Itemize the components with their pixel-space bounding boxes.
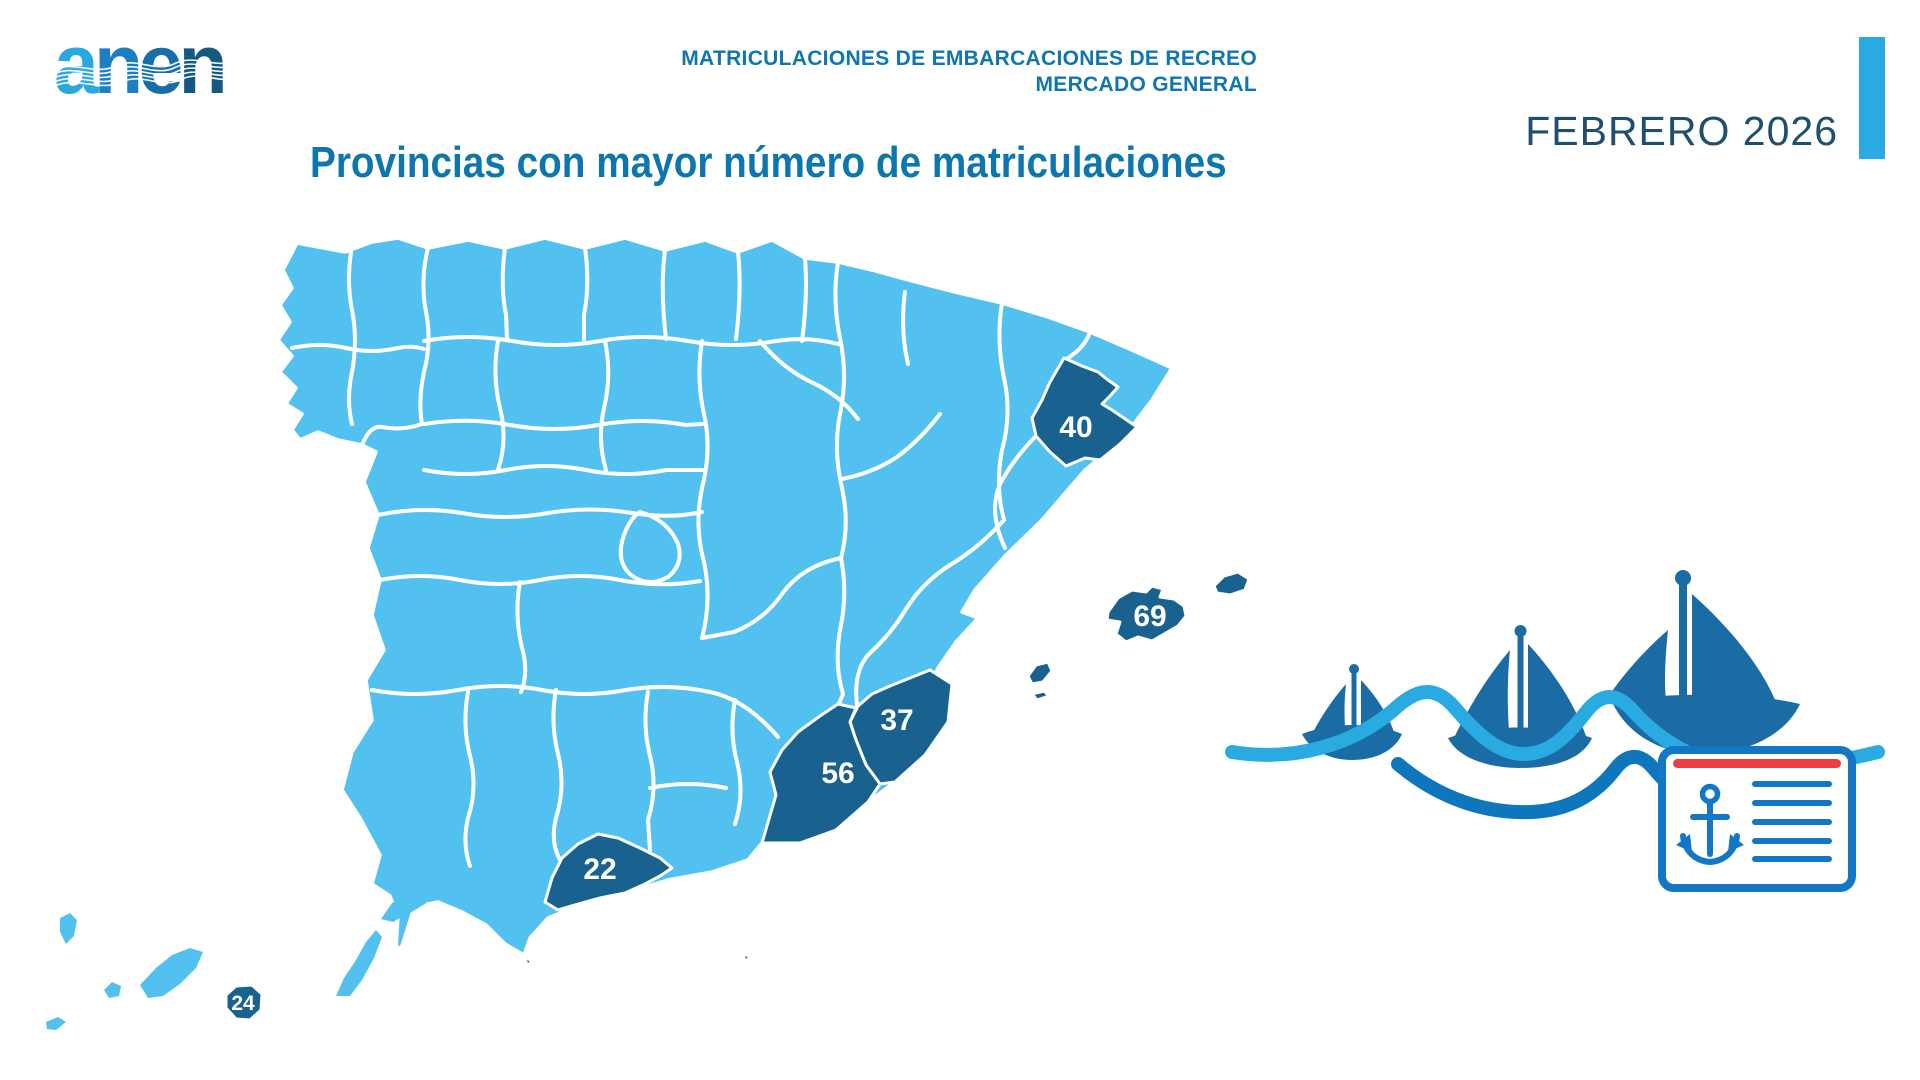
accent-bar xyxy=(1859,37,1885,159)
territory-ceuta xyxy=(522,956,534,968)
province-murcia xyxy=(760,702,882,845)
sailboat-medium-icon xyxy=(1448,625,1592,768)
card-red-bar xyxy=(1673,759,1841,768)
island-la-gomera xyxy=(104,982,121,998)
value-label-malaga: 22 xyxy=(583,853,616,886)
header-line-2: MERCADO GENERAL xyxy=(1035,73,1257,96)
card-text-lines xyxy=(1752,781,1832,862)
island-mallorca xyxy=(1105,584,1188,644)
province-borders xyxy=(290,244,1092,868)
value-label-baleares: 69 xyxy=(1133,600,1166,633)
island-gran-canaria xyxy=(224,983,264,1022)
island-fuerteventura xyxy=(336,930,382,996)
island-menorca xyxy=(1212,570,1251,597)
sailboat-large-icon xyxy=(1606,570,1800,754)
territory-melilla xyxy=(740,952,752,964)
island-ibiza xyxy=(1026,660,1054,686)
value-label-murcia: 56 xyxy=(821,757,854,790)
island-tenerife xyxy=(140,948,203,998)
page-title: Provincias con mayor número de matricula… xyxy=(310,138,1227,187)
island-la-palma xyxy=(60,913,77,944)
period-label: FEBRERO 2026 xyxy=(1525,108,1838,154)
value-label-barcelona: 40 xyxy=(1059,411,1092,444)
anchor-icon xyxy=(1676,783,1744,866)
province-barcelona xyxy=(1030,356,1139,468)
island-formentera xyxy=(1030,689,1051,702)
island-el-hierro xyxy=(46,1017,66,1030)
island-lanzarote xyxy=(381,897,416,922)
report-header: MATRICULACIONES DE EMBARCACIONES DE RECR… xyxy=(600,46,1257,98)
header-line-1: MATRICULACIONES DE EMBARCACIONES DE RECR… xyxy=(681,47,1257,70)
value-label-alicante: 37 xyxy=(880,704,913,737)
province-malaga xyxy=(543,832,674,912)
registration-card xyxy=(1658,746,1856,892)
value-label-gran-canaria: 24 xyxy=(231,992,255,1015)
